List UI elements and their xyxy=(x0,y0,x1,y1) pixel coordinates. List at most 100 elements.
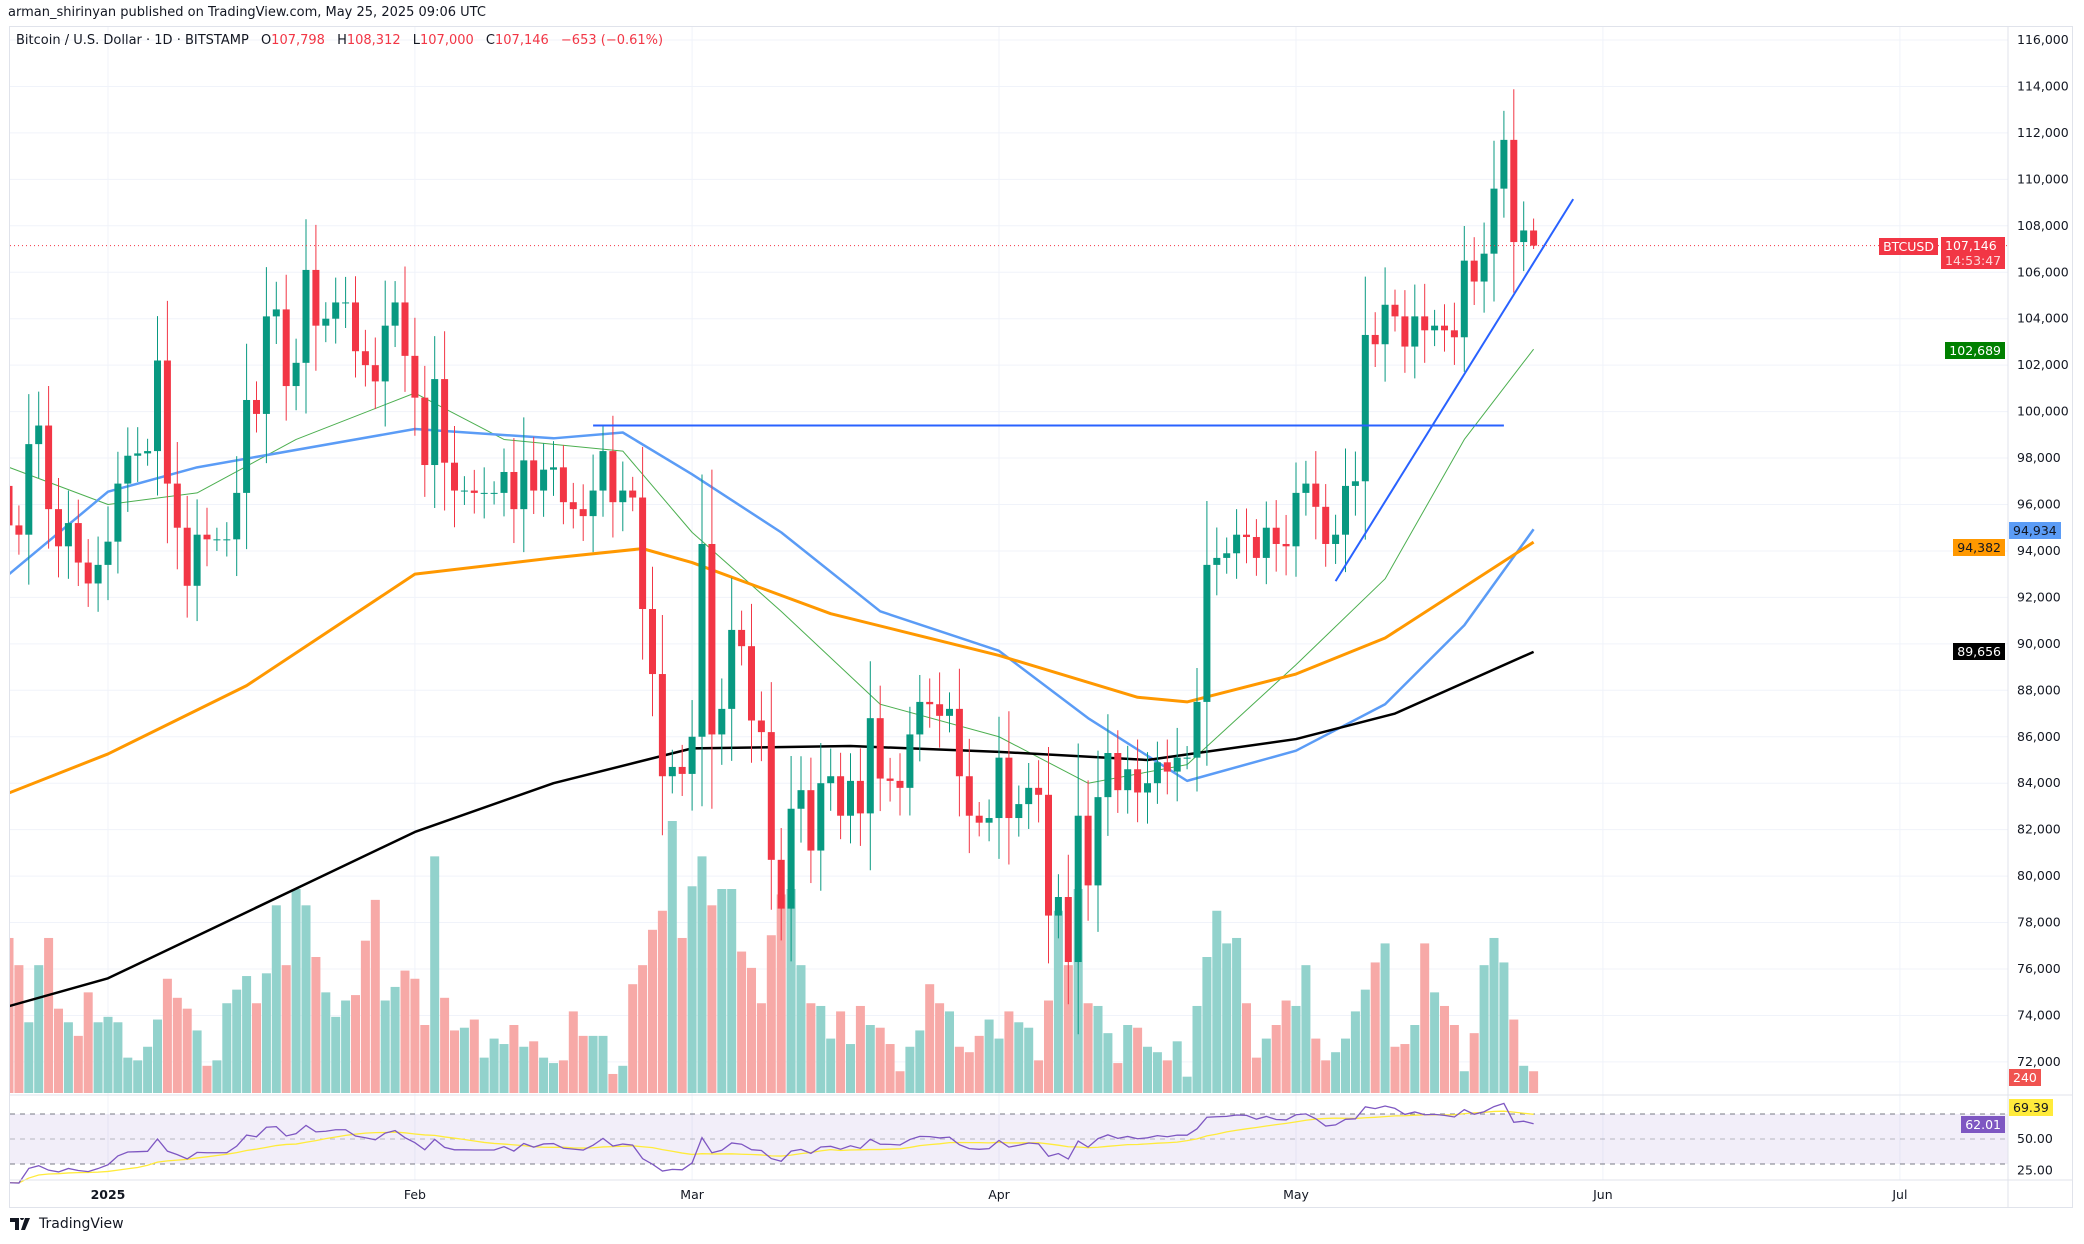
candle-body xyxy=(1411,316,1419,347)
candle xyxy=(253,381,260,433)
candle xyxy=(1510,89,1518,293)
volume-bar xyxy=(984,1019,994,1093)
candle-body xyxy=(1480,253,1488,282)
volume-bar xyxy=(905,1046,915,1093)
volume-bar xyxy=(1172,1041,1182,1093)
candle-body xyxy=(1173,757,1181,772)
candle-body xyxy=(223,539,231,541)
volume-bar xyxy=(1400,1044,1410,1093)
candle xyxy=(460,476,468,505)
volume-bar xyxy=(509,1025,519,1093)
volume-bar xyxy=(34,965,44,1093)
volume-bar xyxy=(410,978,420,1093)
candle xyxy=(154,316,161,496)
candle-body xyxy=(1213,557,1221,565)
candle xyxy=(342,276,350,328)
volume-bar xyxy=(44,937,54,1093)
ma-line-ma20 xyxy=(10,348,1534,784)
candle-body xyxy=(163,360,171,484)
candle-body xyxy=(1124,769,1132,791)
y-tick-label: 102,000 xyxy=(2017,357,2069,372)
candle-body xyxy=(896,780,904,788)
candle-body xyxy=(25,444,33,535)
candle-body xyxy=(1312,483,1320,507)
candle xyxy=(589,454,597,553)
candle xyxy=(233,456,241,577)
candle xyxy=(658,615,666,836)
rsi-line xyxy=(10,1102,1534,1184)
candle-body xyxy=(1381,304,1389,345)
candle-body xyxy=(332,302,340,319)
candle-body xyxy=(906,734,914,788)
candle xyxy=(1144,752,1151,824)
candle xyxy=(1173,727,1181,802)
candle xyxy=(1500,110,1508,218)
candle-body xyxy=(480,492,488,494)
volume-bar xyxy=(816,1005,826,1093)
candle xyxy=(1411,284,1419,379)
candle-body xyxy=(1025,787,1033,805)
candle xyxy=(916,674,924,762)
candle-body xyxy=(837,776,845,816)
candle-body xyxy=(431,379,439,466)
volume-bar xyxy=(450,1030,459,1093)
candle-body xyxy=(371,365,379,382)
candle-body xyxy=(15,525,23,535)
volume-bar xyxy=(915,1030,925,1093)
candle-body xyxy=(124,455,132,484)
candle xyxy=(817,743,825,891)
volume-bar xyxy=(360,940,370,1093)
candle-body xyxy=(1332,534,1340,544)
candle-body xyxy=(1243,534,1250,538)
high-value: 108,312 xyxy=(346,33,401,48)
candle xyxy=(1223,537,1231,574)
volume-bar xyxy=(648,929,657,1093)
candle-body xyxy=(658,674,666,777)
candle-body xyxy=(955,708,963,777)
candle xyxy=(480,467,488,519)
candle xyxy=(1401,290,1409,373)
candle-body xyxy=(272,309,280,317)
volume-bar xyxy=(162,978,172,1093)
last-price-badge: 107,146 14:53:47 xyxy=(1941,237,2005,269)
candle-body xyxy=(866,718,874,814)
volume-bar xyxy=(1113,1063,1123,1093)
candle xyxy=(985,799,993,842)
candle xyxy=(1441,304,1448,352)
volume-bar xyxy=(172,997,182,1093)
volume-bar xyxy=(400,970,410,1093)
candle xyxy=(599,424,607,517)
rsi-tick-label: 50.00 xyxy=(2017,1131,2053,1146)
candle xyxy=(906,706,914,816)
candle xyxy=(1213,527,1221,596)
candle xyxy=(1342,448,1349,573)
open-label: O xyxy=(260,33,272,48)
candle-body xyxy=(1292,492,1300,547)
candle xyxy=(1134,739,1142,823)
volume-bar xyxy=(252,1003,261,1093)
candle-body xyxy=(698,543,706,737)
candle xyxy=(1005,711,1013,865)
candle-body xyxy=(1104,753,1112,798)
volume-bar xyxy=(519,1046,529,1093)
candle-body xyxy=(1500,139,1508,189)
candle-body xyxy=(1015,804,1023,819)
volume-bar xyxy=(242,976,252,1093)
candle-body xyxy=(926,701,934,705)
volume-bar xyxy=(618,1065,628,1093)
candle-body xyxy=(312,269,320,326)
volume-bar xyxy=(1271,1025,1281,1093)
symbol-badge: BTCUSD xyxy=(1879,238,1938,255)
tradingview-logo[interactable]: TradingView xyxy=(10,1216,124,1232)
candle-body xyxy=(767,732,775,860)
candle-body xyxy=(619,490,627,503)
candle-body xyxy=(1322,506,1330,544)
y-tick-label: 112,000 xyxy=(2017,125,2069,140)
candle xyxy=(352,276,359,378)
candle xyxy=(965,738,973,854)
volume-bar xyxy=(430,856,440,1093)
volume-bar xyxy=(499,1044,509,1093)
candle xyxy=(975,802,983,837)
candle-body xyxy=(1203,564,1211,702)
